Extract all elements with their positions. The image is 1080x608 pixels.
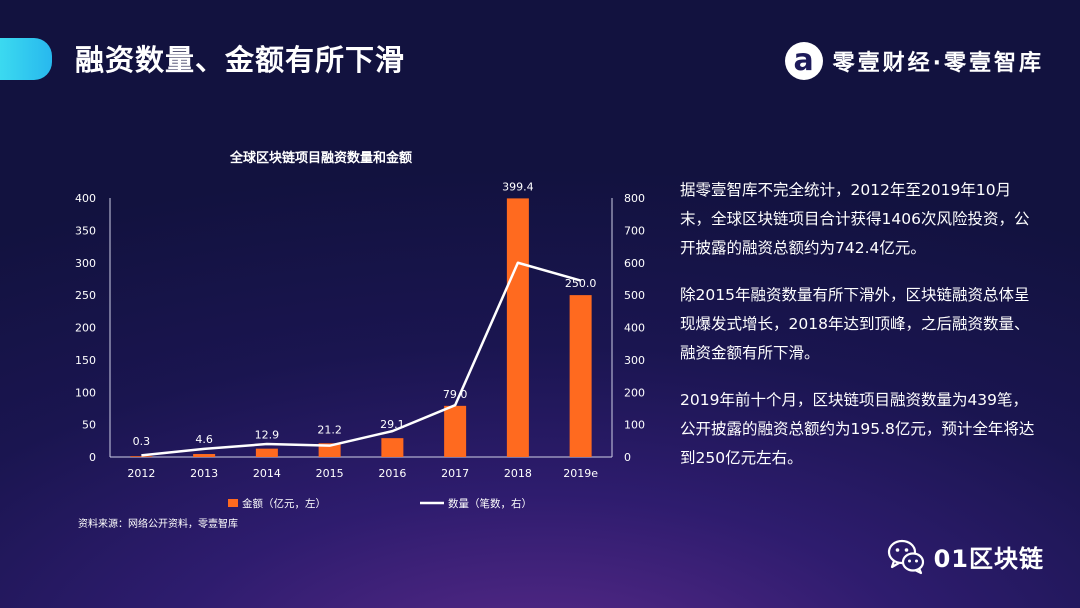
description-paragraph-3: 2019年前十个月，区块链项目融资数量为439笔，公开披露的融资总额约为195.… bbox=[680, 391, 1035, 467]
chart: 全球区块链项目融资数量和金额 0 50 100 150 200 250 300 350 400 0 1… bbox=[75, 150, 645, 530]
y-left-tick-label: 200 bbox=[75, 322, 96, 335]
x-tick-label: 2015 bbox=[316, 467, 344, 480]
line-series bbox=[141, 261, 581, 457]
bar-data-label: 79.0 bbox=[443, 388, 468, 401]
bar-data-label: 21.2 bbox=[317, 423, 342, 436]
chart-source-note: 资料来源：网络公开资料，零壹智库 bbox=[78, 517, 238, 530]
y-left-tick-label: 300 bbox=[75, 257, 96, 270]
brand-logo-icon: a bbox=[784, 42, 823, 80]
bar bbox=[193, 454, 216, 457]
y-right-tick-label: 800 bbox=[624, 192, 645, 205]
x-tick-label: 2019e bbox=[563, 467, 598, 480]
description-paragraph-2: 除2015年融资数量有所下滑外，区块链融资总体呈现爆发式增长，2018年达到顶峰… bbox=[680, 286, 1030, 362]
y-right-tick-label: 700 bbox=[624, 224, 645, 237]
y-left-tick-label: 150 bbox=[75, 354, 96, 367]
bar bbox=[569, 295, 592, 457]
y-right-tick-label: 100 bbox=[624, 419, 645, 432]
bar-data-label: 4.6 bbox=[195, 433, 213, 446]
bar-data-label: 0.3 bbox=[133, 435, 151, 448]
x-tick-label: 2018 bbox=[504, 467, 532, 480]
y-right-tick-label: 0 bbox=[624, 451, 631, 464]
brand-name: 零壹财经·零壹智库 bbox=[832, 51, 1044, 76]
bar bbox=[130, 456, 153, 457]
bar bbox=[444, 405, 467, 457]
y-right-tick-label: 300 bbox=[624, 354, 645, 367]
bar-data-label: 12.9 bbox=[255, 429, 280, 442]
y-right-tick-label: 500 bbox=[624, 289, 645, 302]
wechat-account-name: 01区块链 bbox=[933, 544, 1044, 573]
bar bbox=[255, 448, 278, 457]
y-right-tick-label: 200 bbox=[624, 386, 645, 399]
wechat-account: 01区块链 bbox=[886, 536, 1044, 576]
chart-container: 全球区块链项目融资数量和金额 0 50 100 150 200 250 300 350 400 0 1… bbox=[0, 130, 660, 550]
chart-title: 全球区块链项目融资数量和金额 bbox=[229, 150, 412, 166]
x-tick-label: 2012 bbox=[127, 467, 155, 480]
bar-data-label: 29.1 bbox=[380, 418, 405, 431]
brand: a 零壹财经·零壹智库 bbox=[784, 40, 1044, 82]
x-tick-label: 2016 bbox=[378, 467, 406, 480]
x-tick-label: 2014 bbox=[253, 467, 281, 480]
y-right-tick-label: 400 bbox=[624, 322, 645, 335]
y-left-tick-label: 350 bbox=[75, 224, 96, 237]
bar bbox=[506, 198, 529, 457]
legend-line-label: 数量（笔数，右） bbox=[448, 497, 532, 510]
description-paragraph-1: 据零壹智库不完全统计，2012年至2019年10月末，全球区块链项目合计获得14… bbox=[680, 181, 1030, 257]
x-tick-label: 2013 bbox=[190, 467, 218, 480]
legend-bar-label: 金额（亿元，左） bbox=[242, 497, 326, 510]
wechat-icon bbox=[887, 539, 924, 575]
y-left-tick-label: 100 bbox=[75, 386, 96, 399]
bar-data-label: 250.0 bbox=[565, 277, 597, 290]
y-right-tick-label: 600 bbox=[624, 257, 645, 270]
page-title: 融资数量、金额有所下滑 bbox=[75, 43, 406, 77]
y-left-tick-label: 50 bbox=[82, 419, 96, 432]
y-left-tick-label: 400 bbox=[75, 192, 96, 205]
y-left-tick-label: 0 bbox=[89, 451, 96, 464]
x-tick-label: 2017 bbox=[441, 467, 469, 480]
y-left-tick-label: 250 bbox=[75, 289, 96, 302]
description: 据零壹智库不完全统计，2012年至2019年10月末，全球区块链项目合计获得14… bbox=[680, 176, 1040, 491]
bar bbox=[381, 438, 404, 457]
bar-data-label: 399.4 bbox=[502, 180, 534, 193]
legend-bar-swatch bbox=[228, 499, 238, 507]
title-accent-tab bbox=[0, 38, 52, 80]
